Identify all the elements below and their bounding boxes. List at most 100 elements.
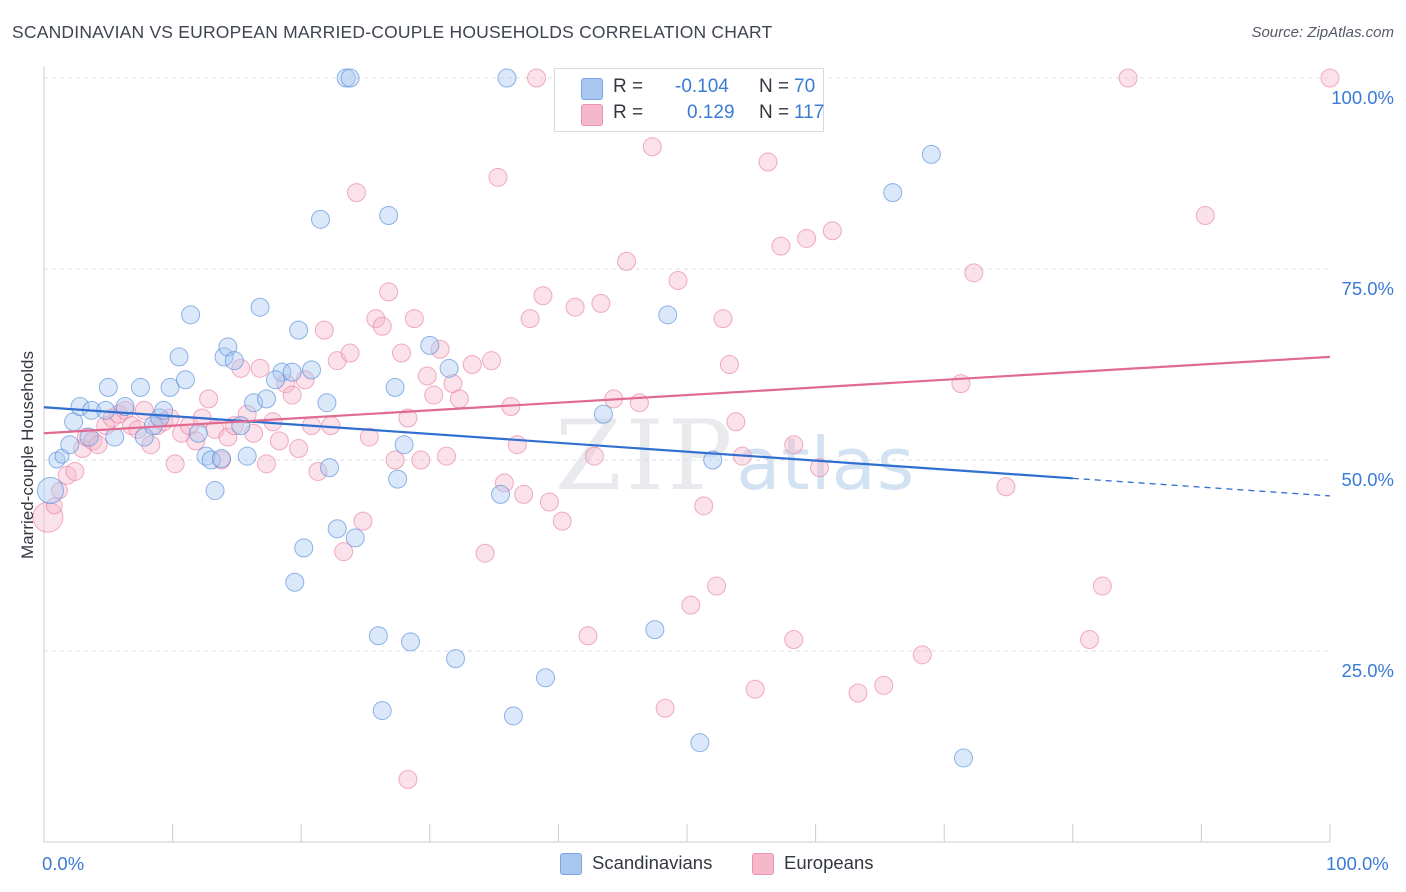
point-scandinavians: [115, 397, 135, 417]
point-scandinavians: [265, 370, 285, 390]
point-scandinavians: [953, 748, 973, 768]
point-europeans: [507, 435, 527, 455]
point-scandinavians: [237, 446, 257, 466]
axes: [43, 66, 1331, 843]
point-europeans: [584, 446, 604, 466]
point-scandinavians: [188, 423, 208, 443]
point-europeans: [398, 769, 418, 789]
y-tick-label-100: 100.0%: [1331, 87, 1394, 108]
point-europeans: [218, 427, 238, 447]
point-europeans: [340, 343, 360, 363]
point-europeans: [617, 251, 637, 271]
legend-swatch-europeans: [581, 104, 603, 126]
trendline-scandinavians: [43, 406, 1073, 480]
point-europeans: [1195, 206, 1215, 226]
point-scandinavians: [196, 446, 216, 466]
point-scandinavians: [169, 347, 189, 367]
point-europeans: [713, 309, 733, 329]
point-europeans: [276, 374, 296, 394]
point-europeans: [417, 366, 437, 386]
point-scandinavians: [294, 538, 314, 558]
point-europeans: [231, 358, 251, 378]
point-scandinavians: [340, 68, 360, 88]
point-scandinavians: [301, 360, 321, 380]
point-europeans: [289, 439, 309, 459]
point-europeans: [359, 427, 379, 447]
point-europeans: [1092, 576, 1112, 596]
point-europeans: [797, 228, 817, 248]
point-europeans: [314, 320, 334, 340]
point-europeans: [591, 293, 611, 313]
point-europeans: [424, 385, 444, 405]
point-europeans: [186, 431, 206, 451]
point-europeans: [707, 576, 727, 596]
point-scandinavians: [310, 209, 330, 229]
point-scandinavians: [175, 370, 195, 390]
point-europeans: [1080, 630, 1100, 650]
point-europeans: [32, 501, 64, 533]
point-europeans: [694, 496, 714, 516]
y-tick-label-25: 25.0%: [1341, 660, 1394, 681]
point-europeans: [462, 355, 482, 374]
point-scandinavians: [497, 68, 517, 88]
y-axis-label: Married-couple Households: [18, 351, 37, 559]
point-europeans: [533, 286, 553, 306]
point-scandinavians: [317, 393, 337, 413]
point-scandinavians: [160, 377, 180, 397]
bottom-legend-label: Scandinavians: [592, 852, 713, 873]
point-europeans: [353, 511, 373, 531]
point-europeans: [379, 282, 399, 302]
series-europeans: [32, 68, 1340, 789]
point-europeans: [784, 435, 804, 455]
point-europeans: [552, 511, 572, 531]
point-scandinavians: [224, 351, 244, 371]
point-europeans: [848, 683, 868, 703]
trendline-europeans: [43, 355, 1331, 435]
point-scandinavians: [211, 448, 231, 468]
point-europeans: [372, 316, 392, 336]
point-europeans: [83, 431, 103, 451]
y-tick-label-75: 75.0%: [1341, 278, 1394, 299]
point-europeans: [520, 309, 540, 329]
point-scandinavians: [214, 347, 234, 367]
point-scandinavians: [658, 305, 678, 325]
legend-swatch-scandinavians: [581, 78, 603, 100]
point-europeans: [996, 477, 1016, 497]
point-europeans: [784, 630, 804, 650]
point-scandinavians: [181, 305, 201, 325]
point-europeans: [527, 68, 547, 88]
point-europeans: [951, 374, 971, 394]
chart-title: SCANDINAVIAN VS EUROPEAN MARRIED-COUPLE …: [12, 22, 773, 42]
point-europeans: [73, 439, 93, 459]
point-europeans: [726, 412, 746, 432]
point-europeans: [45, 497, 63, 515]
point-europeans: [437, 446, 457, 466]
point-scandinavians: [368, 626, 388, 646]
point-europeans: [141, 435, 161, 455]
point-scandinavians: [130, 377, 150, 397]
point-europeans: [160, 408, 180, 428]
point-europeans: [392, 343, 412, 363]
point-scandinavians: [921, 144, 941, 164]
point-scandinavians: [690, 733, 710, 753]
point-europeans: [539, 492, 559, 512]
correlation-legend: R = -0.104 N = 70 R = 0.129 N = 117: [554, 68, 824, 132]
point-scandinavians: [98, 377, 118, 397]
point-europeans: [809, 458, 829, 478]
point-scandinavians: [79, 427, 99, 447]
point-europeans: [449, 389, 469, 409]
point-europeans: [629, 393, 649, 413]
point-europeans: [771, 236, 791, 256]
bottom-legend-label: Europeans: [784, 852, 874, 873]
point-europeans: [237, 404, 257, 424]
point-europeans: [668, 270, 688, 290]
point-scandinavians: [536, 668, 556, 688]
y-tick-label-50: 50.0%: [1341, 469, 1394, 490]
point-europeans: [488, 167, 508, 187]
point-scandinavians: [372, 701, 392, 721]
legend-r-label: R =: [613, 76, 644, 97]
point-europeans: [404, 309, 424, 329]
point-scandinavians: [491, 484, 511, 504]
point-scandinavians: [379, 206, 399, 226]
legend-r-value: -0.104: [675, 76, 729, 97]
